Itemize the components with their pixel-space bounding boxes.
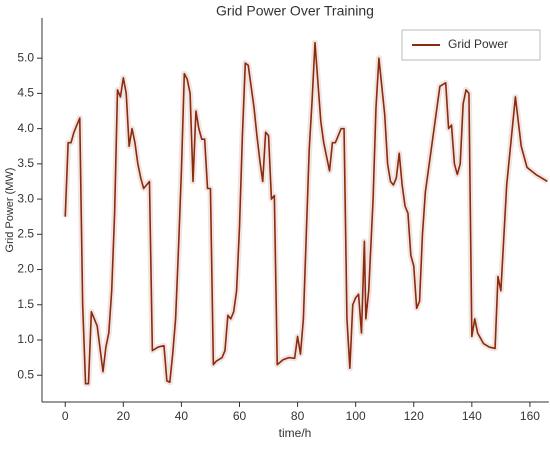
y-tick-label: 3.0 (17, 191, 34, 205)
x-tick-label: 100 (346, 409, 366, 423)
y-axis-label: Grid Power (MW) (4, 168, 16, 253)
x-tick-label: 140 (462, 409, 482, 423)
y-tick-label: 4.0 (17, 121, 34, 135)
y-tick-label: 2.0 (17, 262, 34, 276)
x-tick-label: 60 (233, 409, 247, 423)
y-tick-label: 4.5 (17, 86, 34, 100)
data-line (64, 41, 548, 385)
x-tick-label: 120 (404, 409, 424, 423)
y-tick-label: 1.5 (17, 297, 34, 311)
legend-label: Grid Power (448, 37, 508, 51)
x-tick-label: 0 (62, 409, 69, 423)
y-tick-label: 2.5 (17, 226, 34, 240)
x-axis-label: time/h (279, 426, 312, 440)
x-tick-label: 40 (175, 409, 189, 423)
x-tick-label: 80 (291, 409, 305, 423)
y-tick-label: 1.0 (17, 332, 34, 346)
x-tick-label: 160 (520, 409, 540, 423)
chart-title: Grid Power Over Training (216, 3, 374, 19)
y-tick-label: 3.5 (17, 156, 34, 170)
y-tick-label: 0.5 (17, 367, 34, 381)
x-tick-label: 20 (117, 409, 131, 423)
y-tick-label: 5.0 (17, 50, 34, 64)
